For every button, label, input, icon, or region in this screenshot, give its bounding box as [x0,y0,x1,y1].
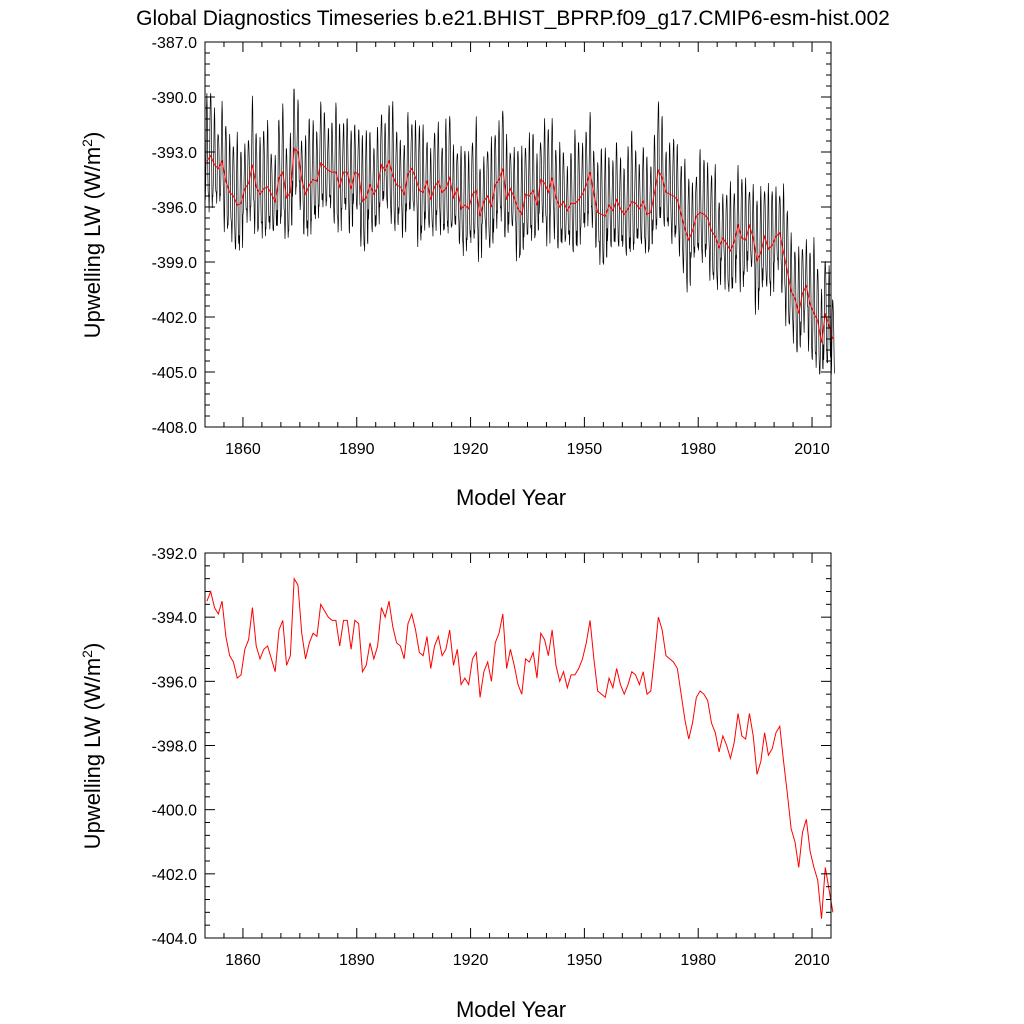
plot-frame [204,41,832,428]
y-tick-label: -396.0 [152,200,197,217]
chart-title: Global Diagnostics Timeseries b.e21.BHIS… [136,7,890,30]
y-tick-label: -402.0 [152,310,197,327]
plot-frame [204,552,832,939]
bottom-annual-series-line [206,576,834,919]
y-tick-label: -396.0 [152,674,197,691]
top-y-axis-label: Upwelling LW (W/m2) [79,132,105,339]
x-tick-label: 1860 [225,441,261,458]
x-tick-label: 1950 [567,952,603,969]
y-tick-label: -392.0 [152,546,197,563]
y-tick-label: -394.0 [152,610,197,627]
y-tick-label: -399.0 [152,255,197,272]
bottom-y-axis-label: Upwelling LW (W/m2) [79,643,105,850]
y-tick-label: -405.0 [152,365,197,382]
x-tick-label: 1890 [339,441,375,458]
x-tick-label: 1950 [567,441,603,458]
x-tick-label: 1920 [453,952,489,969]
top-monthly-series-line [204,88,835,375]
x-tick-label: 2010 [794,441,830,458]
y-tick-label: -387.0 [152,35,197,52]
top-annual-series-line [206,147,834,343]
y-tick-label: -393.0 [152,145,197,162]
x-tick-label: 1860 [225,952,261,969]
y-tick-label: -402.0 [152,867,197,884]
bottom-x-axis-label: Model Year [456,997,566,1022]
y-tick-label: -390.0 [152,90,197,107]
y-tick-label: -400.0 [152,803,197,820]
top-x-axis-label: Model Year [456,485,566,510]
x-tick-label: 1920 [453,441,489,458]
bottom-panel: Upwelling LW (W/m2) Model Year 1860 1890 1… [79,546,834,1022]
y-tick-label: -404.0 [152,931,197,948]
x-tick-label: 1980 [680,441,716,458]
x-tick-label: 1890 [339,952,375,969]
x-tick-label: 2010 [794,952,830,969]
y-tick-label: -408.0 [152,420,197,437]
top-panel: Upwelling LW (W/m2) Model Year 1860 1890 1… [79,35,835,510]
y-tick-label: -398.0 [152,739,197,756]
x-tick-label: 1980 [680,952,716,969]
